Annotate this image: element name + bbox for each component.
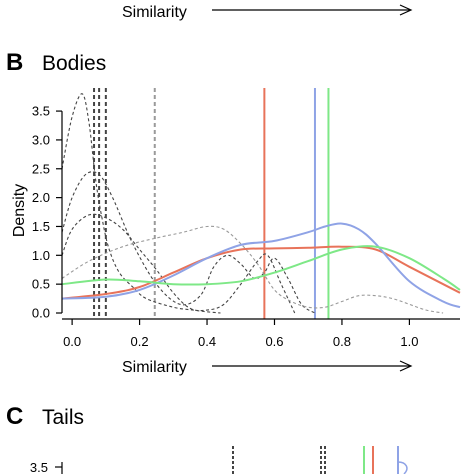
x-tick-label: 0.8 xyxy=(333,334,351,349)
panel-c-vertical-lines xyxy=(232,446,408,474)
y-tick-label: 0.0 xyxy=(32,306,50,321)
y-tick-label: 2.5 xyxy=(32,161,50,176)
x-ticks: 0.0 0.2 0.4 0.6 0.8 1.0 xyxy=(63,319,418,349)
series-7-curve xyxy=(61,225,444,314)
density-curves xyxy=(61,93,461,314)
panel-c: C Tails 3.5 xyxy=(6,403,408,474)
y-tick-label: 3.0 xyxy=(32,132,50,147)
panel-b: B Bodies 0.0 0.5 1.0 1.5 2.0 2.5 3.0 3.5 0.0 0.2… xyxy=(6,49,461,376)
series-3-curve xyxy=(61,245,461,291)
top-arrow-head xyxy=(399,4,413,16)
panel-c-ytick: 3.5 xyxy=(30,460,48,474)
y-tick-label: 2.0 xyxy=(32,190,50,205)
panel-c-title: Tails xyxy=(42,406,84,429)
y-tick-label: 1.5 xyxy=(32,219,50,234)
series-5-curve xyxy=(61,171,316,314)
panel-b-title: Bodies xyxy=(42,52,106,75)
top-strip: Similarity xyxy=(122,4,413,21)
similarity-arrow-head xyxy=(399,360,413,372)
x-axis-label: Similarity xyxy=(122,359,187,376)
y-ticks: 0.0 0.5 1.0 1.5 2.0 2.5 3.0 3.5 xyxy=(32,104,62,321)
panel-b-plot: 0.0 0.5 1.0 1.5 2.0 2.5 3.0 3.5 0.0 0.2 0.4 0.6 0.8… xyxy=(32,88,461,349)
top-xlabel: Similarity xyxy=(122,4,187,21)
x-tick-label: 0.2 xyxy=(131,334,149,349)
y-tick-label: 3.5 xyxy=(32,104,50,119)
x-tick-label: 0.4 xyxy=(198,334,216,349)
y-tick-label: 0.5 xyxy=(32,277,50,292)
y-tick-label: 1.0 xyxy=(32,248,50,263)
x-tick-label: 0.0 xyxy=(63,334,81,349)
series-4-curve xyxy=(61,93,221,314)
series-2-curve xyxy=(61,222,461,309)
x-tick-label: 0.6 xyxy=(265,334,283,349)
y-axis-label: Density xyxy=(11,184,28,237)
series-6-curve xyxy=(61,213,296,314)
panel-c-letter: C xyxy=(6,403,23,430)
panel-b-letter: B xyxy=(6,49,23,76)
series-1-curve xyxy=(61,245,461,300)
panel-c-blue-curve xyxy=(397,461,408,474)
x-tick-label: 1.0 xyxy=(400,334,418,349)
